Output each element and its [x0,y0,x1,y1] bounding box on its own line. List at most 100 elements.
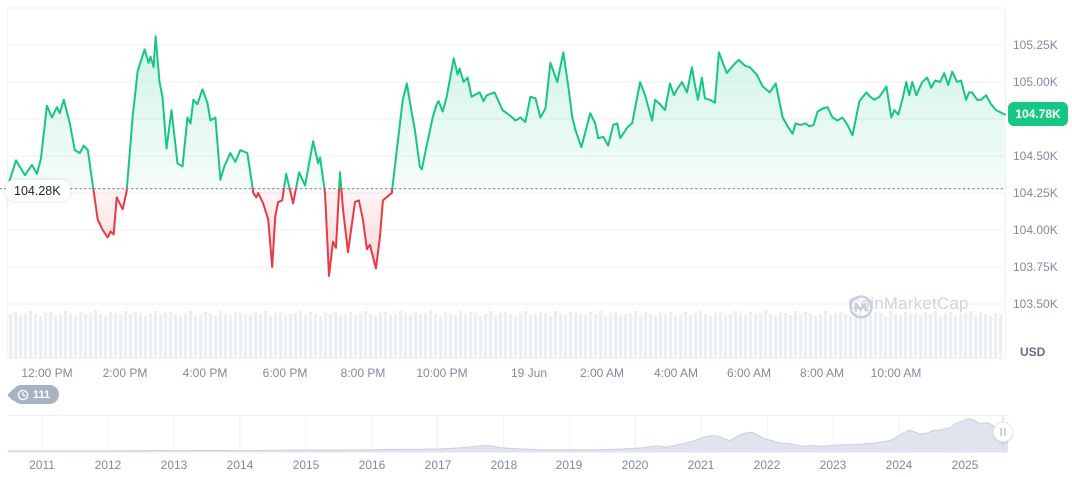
volume-bar [644,312,648,358]
volume-bar [104,316,108,358]
volume-bar [389,315,393,358]
volume-bar [614,312,618,358]
volume-bar [219,311,223,358]
volume-bar [664,314,668,358]
volume-bar [269,316,273,358]
volume-bar [974,315,978,358]
volume-bar [789,315,793,358]
volume-bar [404,313,408,358]
volume-bar [634,311,638,358]
volume-bar [399,311,403,358]
history-clock-icon [17,389,29,400]
volume-bar [289,314,293,358]
volume-bar [809,313,813,358]
volume-bar [594,314,598,358]
volume-bar [604,316,608,358]
volume-bar [374,316,378,358]
volume-bar [244,314,248,358]
volume-bar [199,314,203,358]
volume-bar [924,312,928,358]
baseline-price-text: 104.28K [14,183,61,198]
volume-bar [204,312,208,358]
volume-bar [179,316,183,358]
volume-bar [874,312,878,358]
volume-bar [834,313,838,358]
volume-bar [459,311,463,358]
volume-bar [364,311,368,358]
volume-bar [689,315,693,358]
volume-bar [949,312,953,358]
navigator-area [8,418,1008,452]
volume-bar [129,314,133,358]
volume-bar [499,313,503,358]
volume-bar [419,314,423,358]
volume-bar [854,313,858,358]
current-price-badge: 104.78K [1008,102,1068,126]
volume-bar [694,313,698,358]
volume-bar [709,316,713,358]
volume-bar [989,316,993,358]
volume-bar [49,312,53,358]
volume-bar [724,315,728,358]
volume-bar [174,314,178,358]
volume-bar [814,316,818,358]
volume-bar [744,315,748,358]
navigator-right-handle[interactable] [992,421,1014,443]
volume-bar [899,315,903,358]
volume-bar [209,313,213,358]
volume-bar [339,315,343,358]
price-line-up [7,35,1006,189]
volume-bar [534,314,538,358]
volume-bar [954,315,958,358]
volume-bar [749,312,753,358]
volume-bar [729,314,733,358]
volume-bar [894,314,898,358]
volume-bar [9,314,13,358]
volume-bar [589,312,593,358]
replay-count-badge[interactable]: 111 [12,385,60,404]
volume-bar [919,315,923,358]
volume-bar [469,312,473,358]
volume-bar [914,314,918,358]
volume-bar [444,312,448,358]
volume-bar [309,312,313,358]
volume-bar [44,313,48,358]
range-navigator[interactable] [8,415,1014,453]
volume-bar [679,314,683,358]
volume-bar [754,314,758,358]
volume-bar [654,316,658,358]
volume-bar [549,316,553,358]
volume-bar [904,312,908,358]
volume-bar [284,315,288,358]
volume-bar [979,312,983,358]
volume-bar [94,310,98,358]
volume-bar [624,314,628,358]
volume-bar [879,313,883,358]
volume-bar [774,316,778,358]
volume-bar [799,314,803,358]
volume-bar [964,313,968,358]
volume-bar [984,314,988,358]
volume-bar [304,315,308,358]
volume-bar [959,314,963,358]
volume-bar [254,312,258,358]
volume-bar [124,311,128,358]
volume-bar [489,311,493,358]
volume-bar [189,311,193,358]
volume-bar [164,313,168,358]
volume-bar [939,316,943,358]
volume-bar [344,314,348,358]
baseline-price-label: 104.28K [6,180,70,201]
volume-bar [359,313,363,358]
volume-bar [159,315,163,358]
volume-bar [249,315,253,358]
coinmarketcap-logo-icon [849,295,873,319]
volume-bar [739,313,743,358]
volume-bar [869,314,873,358]
volume-bar [224,314,228,358]
price-area-up [8,36,1005,189]
volume-bar [769,314,773,358]
volume-bar [674,315,678,358]
